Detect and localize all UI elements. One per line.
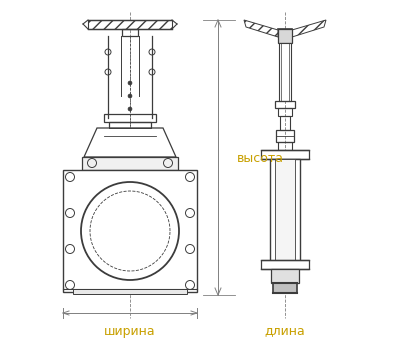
Bar	[122, 29, 138, 36]
Bar	[88, 20, 172, 29]
Circle shape	[128, 81, 132, 85]
Polygon shape	[84, 128, 176, 157]
Bar	[104, 114, 156, 122]
Bar	[278, 108, 292, 116]
Bar	[63, 170, 197, 292]
Bar	[271, 269, 299, 283]
Bar	[279, 43, 291, 101]
Bar	[275, 101, 295, 108]
Bar	[275, 159, 295, 264]
Bar	[261, 260, 309, 269]
Circle shape	[128, 107, 132, 111]
Bar	[276, 130, 294, 142]
Bar	[280, 116, 290, 130]
Polygon shape	[244, 20, 278, 37]
Polygon shape	[292, 20, 326, 37]
Bar	[270, 159, 300, 264]
Text: длина: длина	[265, 325, 305, 337]
Text: ширина: ширина	[104, 325, 156, 337]
Bar	[109, 122, 151, 128]
Text: высота: высота	[237, 152, 284, 164]
Circle shape	[128, 94, 132, 98]
Bar	[278, 29, 292, 43]
Bar	[261, 150, 309, 159]
Bar	[273, 283, 297, 293]
Bar	[73, 289, 187, 294]
Bar	[278, 142, 292, 150]
Bar	[82, 157, 178, 170]
